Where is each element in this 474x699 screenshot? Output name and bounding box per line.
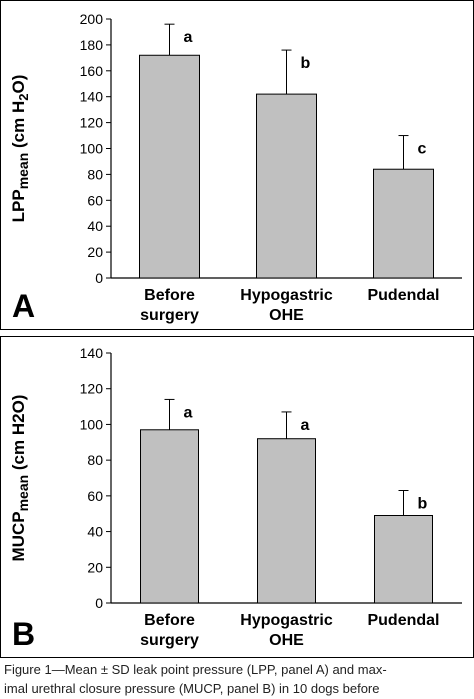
bar-a-0	[139, 54, 200, 279]
category-label-b-1-0: Hypogastric	[240, 612, 333, 629]
y-tick-label-a-9: 180	[80, 37, 104, 53]
y-tick-label-a-8: 160	[80, 63, 104, 79]
y-axis-title-unit-sub-a: 2	[16, 94, 31, 101]
caption-line-1: Figure 1—Mean ± SD leak point pressure (…	[4, 662, 387, 677]
y-tick-label-a-10: 200	[80, 11, 104, 27]
category-label-a-0-1: surgery	[140, 307, 199, 324]
caption-line-2: imal urethral closure pressure (MUCP, pa…	[4, 681, 380, 696]
y-axis-title-unit-a: (cm H	[9, 101, 28, 153]
chart-b-svg: 0 20 40 60 80 100 120 140 a Before surgery a Hypogas…	[9, 345, 462, 652]
y-tick-label-a-1: 20	[87, 244, 103, 260]
significance-letter-a-1: b	[301, 55, 311, 72]
bar-b-0	[140, 429, 199, 604]
y-tick-label-a-6: 120	[80, 115, 104, 131]
y-tick-label-a-5: 100	[80, 141, 104, 157]
y-tick-label-a-0: 0	[95, 270, 103, 286]
category-label-b-0-1: surgery	[140, 632, 199, 649]
y-axis-title-unit-b: (cm H2O)	[9, 395, 28, 475]
y-axis-title-main-b: MUCP	[9, 511, 28, 561]
y-tick-label-a-7: 140	[80, 89, 104, 105]
y-axis-title-sub-b: mean	[15, 475, 31, 512]
bar-b-2	[374, 515, 433, 604]
category-label-b-1-1: OHE	[269, 632, 304, 649]
significance-letter-a-2: c	[418, 141, 427, 158]
y-axis-title-b: MUCPmean (cm H2O)	[9, 395, 31, 562]
bar-a-1	[256, 93, 317, 279]
y-tick-label-b-5: 100	[80, 416, 104, 432]
category-label-b-2-0: Pudendal	[367, 612, 439, 629]
chart-panel-b: 0 20 40 60 80 100 120 140 a Before surgery a Hypogas…	[0, 336, 474, 658]
y-tick-label-b-4: 80	[87, 452, 103, 468]
significance-letter-b-1: a	[301, 417, 310, 434]
chart-panel-a: 0 20 40 60 80 100 120 140 160 180 200 a Before surger…	[0, 0, 474, 330]
panel-label-b: B	[12, 616, 35, 652]
significance-letter-a-0: a	[184, 29, 193, 46]
panel-label-a: A	[12, 288, 35, 324]
significance-letter-b-2: b	[418, 496, 428, 513]
y-axis-title-sub-a: mean	[15, 153, 31, 190]
category-label-a-2-0: Pudendal	[367, 287, 439, 304]
bar-b-1	[257, 438, 316, 604]
category-label-b-0-0: Before	[144, 612, 195, 629]
category-label-a-1-0: Hypogastric	[240, 287, 333, 304]
y-tick-label-b-1: 20	[87, 559, 103, 575]
y-tick-label-b-2: 40	[87, 524, 103, 540]
y-axis-title-main-a: LPP	[9, 189, 28, 222]
y-tick-label-b-6: 120	[80, 381, 104, 397]
chart-a-svg: 0 20 40 60 80 100 120 140 160 180 200 a Before surger…	[9, 11, 462, 324]
y-tick-label-b-7: 140	[80, 345, 104, 361]
bar-a-2	[373, 168, 434, 279]
category-label-a-1-1: OHE	[269, 307, 304, 324]
y-axis-title-unit-end-a: O)	[9, 75, 28, 94]
figure-caption: Figure 1—Mean ± SD leak point pressure (…	[4, 660, 470, 698]
y-tick-label-a-4: 80	[87, 166, 103, 182]
y-axis-title-a: LPPmean (cm H2O)	[9, 75, 31, 223]
category-label-a-0-0: Before	[144, 287, 195, 304]
y-tick-label-a-3: 60	[87, 192, 103, 208]
y-tick-label-a-2: 40	[87, 218, 103, 234]
significance-letter-b-0: a	[184, 404, 193, 421]
y-tick-label-b-0: 0	[95, 595, 103, 611]
y-tick-label-b-3: 60	[87, 488, 103, 504]
